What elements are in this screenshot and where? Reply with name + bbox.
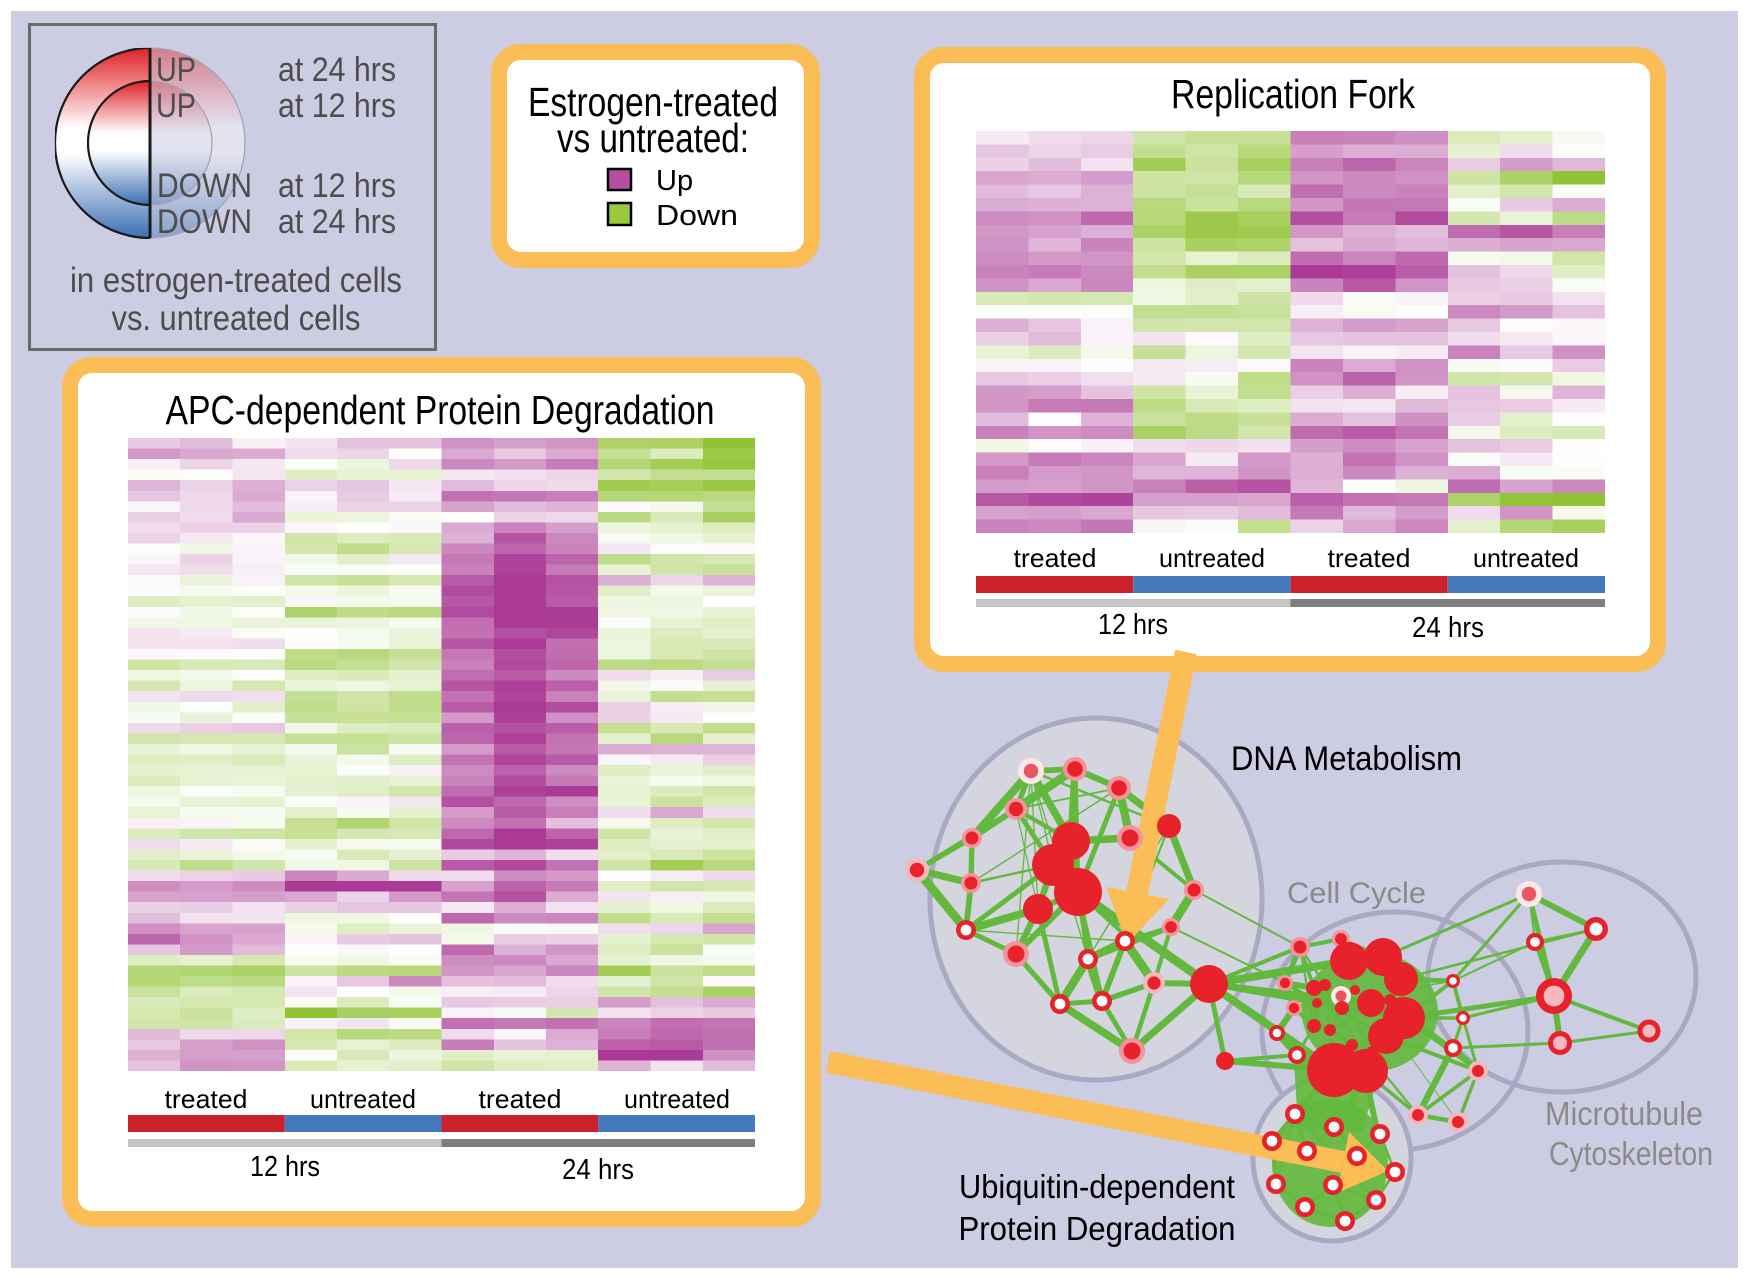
svg-text:Microtubule: Microtubule	[1545, 1095, 1703, 1132]
svg-text:Down: Down	[656, 200, 738, 232]
svg-text:24 hrs: 24 hrs	[562, 1154, 634, 1186]
svg-text:untreated: untreated	[1159, 543, 1265, 573]
svg-text:treated: treated	[1328, 543, 1411, 573]
svg-text:vs. untreated cells: vs. untreated cells	[112, 299, 361, 338]
svg-text:DOWN: DOWN	[157, 167, 252, 205]
svg-text:treated: treated	[479, 1084, 562, 1114]
svg-text:untreated: untreated	[310, 1084, 416, 1114]
svg-text:APC-dependent Protein Degradat: APC-dependent Protein Degradation	[166, 387, 715, 433]
svg-text:vs untreated:: vs untreated:	[557, 115, 749, 161]
svg-text:DOWN: DOWN	[157, 203, 252, 241]
svg-text:Replication Fork: Replication Fork	[1171, 71, 1415, 117]
svg-text:at 12 hrs: at 12 hrs	[278, 167, 396, 205]
svg-text:12 hrs: 12 hrs	[250, 1151, 320, 1183]
svg-text:Cell Cycle: Cell Cycle	[1287, 877, 1426, 910]
svg-text:at 12 hrs: at 12 hrs	[278, 87, 396, 125]
svg-text:Ubiquitin-dependent: Ubiquitin-dependent	[959, 1168, 1235, 1205]
svg-text:DNA Metabolism: DNA Metabolism	[1231, 740, 1462, 778]
svg-text:untreated: untreated	[1473, 543, 1579, 573]
svg-text:12 hrs: 12 hrs	[1098, 609, 1168, 641]
svg-text:UP: UP	[156, 51, 196, 89]
svg-text:24 hrs: 24 hrs	[1412, 612, 1484, 644]
svg-text:UP: UP	[156, 87, 196, 125]
svg-text:in estrogen-treated cells: in estrogen-treated cells	[70, 261, 402, 300]
svg-text:untreated: untreated	[624, 1084, 730, 1114]
svg-text:treated: treated	[165, 1084, 248, 1114]
svg-text:at 24 hrs: at 24 hrs	[278, 51, 396, 89]
svg-text:Estrogen-treated: Estrogen-treated	[528, 79, 778, 125]
svg-text:treated: treated	[1014, 543, 1097, 573]
svg-text:Protein Degradation: Protein Degradation	[959, 1210, 1236, 1247]
svg-text:at 24 hrs: at 24 hrs	[278, 203, 396, 241]
svg-text:Up: Up	[656, 165, 693, 197]
svg-text:Cytoskeleton: Cytoskeleton	[1549, 1135, 1713, 1172]
